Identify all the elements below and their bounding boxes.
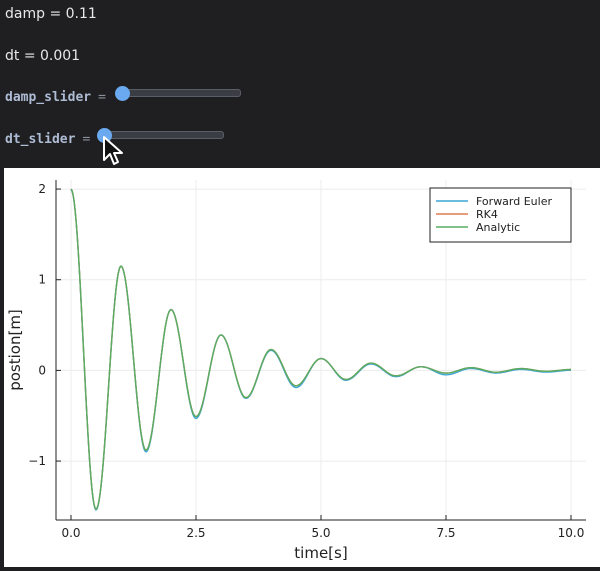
damp-slider-row: damp_slider = [5,90,106,105]
position-chart: 0.0 2.5 5.0 7.5 10.0 −1 0 1 2 time[s] postion[m] Fo… [6,180,586,562]
damp-slider-label: damp_slider [5,90,92,105]
series-line-3 [70,188,572,511]
legend [429,187,572,243]
dt-slider-row: dt_slider = [5,132,90,147]
controls-panel: damp = 0.11 dt = 0.001 damp_slider = dt_s… [0,0,600,168]
y-tick-label: 0 [38,363,46,377]
y-tick-label: 2 [38,182,46,196]
dt-slider-label: dt_slider [5,132,76,147]
x-axis-label: time[s] [294,544,347,562]
damp-slider[interactable] [116,89,241,97]
equals-sign: = [82,132,91,147]
x-tick-label: 7.5 [436,526,455,540]
legend-label: Analytic [476,221,520,234]
x-tick-label: 0.0 [61,526,80,540]
y-tick-label: −1 [28,454,46,468]
y-tick-label: 1 [38,273,46,287]
x-tick-label: 5.0 [311,526,330,540]
dt-slider-thumb[interactable] [97,128,112,143]
mouse-pointer-icon [103,136,123,165]
legend-label: Forward Euler [476,195,552,208]
legend-label: RK4 [476,208,498,221]
damp-slider-thumb[interactable] [115,86,130,101]
y-axis-label: postion[m] [6,309,24,391]
equals-sign: = [98,90,106,105]
damp-value-text: damp = 0.11 [5,6,97,22]
x-tick-label: 10.0 [558,526,585,540]
x-tick-label: 2.5 [186,526,205,540]
plot-area: 0.0 2.5 5.0 7.5 10.0 −1 0 1 2 time[s] postion[m] Fo… [4,168,600,567]
dt-value-text: dt = 0.001 [5,48,81,64]
